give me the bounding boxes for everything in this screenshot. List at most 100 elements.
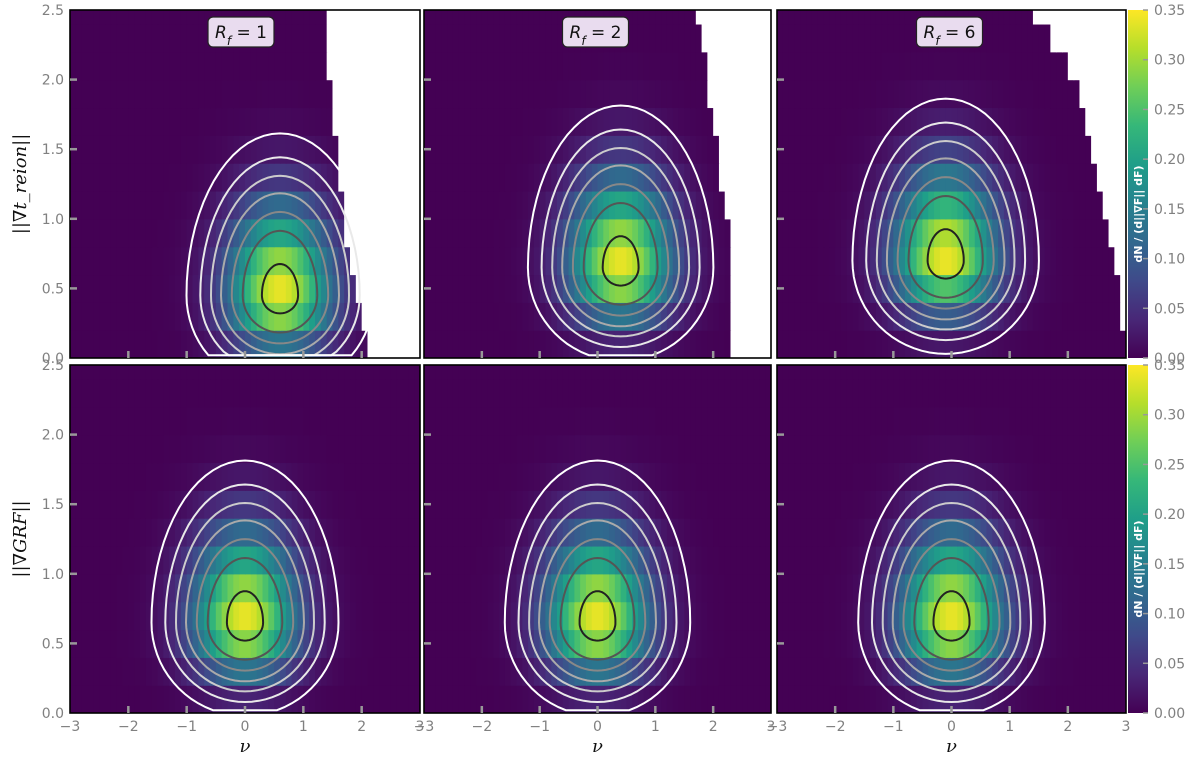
heatmap-cell <box>632 107 639 136</box>
heatmap-cell <box>424 246 431 276</box>
heatmap-cell <box>134 135 141 164</box>
heatmap-cell <box>396 274 404 303</box>
heatmap-cell <box>957 365 964 380</box>
heatmap-cell <box>175 51 182 81</box>
heatmap-cell <box>122 330 129 358</box>
heatmap-cell <box>169 657 176 686</box>
colorbar-tick-label: 0.35 <box>1154 3 1185 19</box>
heatmap-cell <box>256 51 264 81</box>
heatmap-cell <box>361 685 369 713</box>
heatmap-cell <box>817 545 825 575</box>
heatmap-cell <box>522 51 529 81</box>
heatmap-cell <box>320 434 328 464</box>
heatmap-cell <box>643 490 651 519</box>
heatmap-cell <box>499 629 506 658</box>
heatmap-cell <box>528 10 535 25</box>
heatmap-cell <box>916 246 924 276</box>
heatmap-cell <box>291 657 299 686</box>
heatmap-cell <box>338 490 345 519</box>
annotation-box <box>915 16 984 48</box>
heatmap-cell <box>1085 163 1092 192</box>
heatmap-cell <box>151 406 159 436</box>
heatmap-cell <box>528 378 535 408</box>
heatmap-cell <box>1073 79 1081 109</box>
heatmap-cell <box>551 330 558 358</box>
x-tick-label: 1 <box>1005 719 1014 735</box>
heatmap-cell <box>373 274 380 303</box>
heatmap-cell <box>585 378 593 408</box>
heatmap-cell <box>597 378 604 408</box>
heatmap-cell <box>753 406 761 436</box>
heatmap-cell <box>338 378 345 408</box>
heatmap-cell <box>742 378 749 408</box>
heatmap-cell <box>250 274 258 303</box>
heatmap-cell <box>643 135 651 164</box>
heatmap-cell <box>998 10 1005 25</box>
heatmap-cell <box>464 545 471 575</box>
heatmap-cell <box>110 518 118 547</box>
heatmap-cell <box>81 657 89 686</box>
contour-line <box>164 483 326 704</box>
heatmap-cell <box>390 302 398 331</box>
heatmap-cell <box>464 10 471 25</box>
heatmap-cell <box>221 545 229 575</box>
heatmap-cell <box>597 163 604 192</box>
heatmap-cell <box>516 685 523 713</box>
heatmap-cell <box>361 545 369 575</box>
heatmap-cell <box>424 302 431 331</box>
heatmap-cell <box>487 573 494 603</box>
heatmap-cell <box>580 545 587 575</box>
heatmap-cell <box>637 545 645 575</box>
heatmap-cell <box>718 274 726 303</box>
heatmap-cell <box>951 274 958 303</box>
heatmap-cell <box>1120 406 1126 436</box>
heatmap-cell <box>928 330 935 358</box>
heatmap-cell <box>823 79 830 109</box>
heatmap-cell <box>87 302 94 331</box>
contour-line <box>875 139 1016 331</box>
heatmap-cell <box>800 378 807 408</box>
heatmap-cell <box>591 378 599 408</box>
heatmap-cell <box>390 10 398 25</box>
heatmap-cell <box>151 601 159 631</box>
heatmap-cell <box>215 79 223 109</box>
heatmap-cell <box>145 629 153 658</box>
heatmap-cell <box>175 518 182 547</box>
heatmap-cell <box>974 163 982 192</box>
heatmap-cell <box>355 518 363 547</box>
heatmap-cell <box>499 274 506 303</box>
heatmap-cell <box>858 657 865 686</box>
heatmap-cell <box>204 462 211 491</box>
heatmap-cell <box>227 79 234 109</box>
heatmap-cell <box>580 163 587 192</box>
heatmap-cell <box>1079 490 1086 519</box>
heatmap-cell <box>742 365 749 380</box>
heatmap-cell <box>522 365 529 380</box>
heatmap-cell <box>510 107 518 136</box>
heatmap-cell <box>274 601 281 631</box>
heatmap-cell <box>180 135 188 164</box>
heatmap-cell <box>870 573 877 603</box>
heatmap-cell <box>1027 218 1034 248</box>
heatmap-cell <box>504 190 512 220</box>
heatmap-cell <box>655 629 662 658</box>
heatmap-cell <box>1079 434 1086 464</box>
heatmap-cell <box>169 23 176 53</box>
heatmap-cell <box>344 378 351 408</box>
heatmap-cell <box>747 657 755 686</box>
heatmap-cell <box>846 330 854 358</box>
heatmap-cell <box>632 685 639 713</box>
heatmap-cell <box>1003 330 1011 358</box>
heatmap-cell <box>747 10 755 25</box>
heatmap-cell <box>373 545 380 575</box>
heatmap-cell <box>986 190 993 220</box>
heatmap-cell <box>637 601 645 631</box>
heatmap-cell <box>315 163 322 192</box>
heatmap-cell <box>928 573 935 603</box>
heatmap-cell <box>163 378 170 408</box>
heatmap-cell <box>835 601 842 631</box>
heatmap-cell <box>87 657 94 686</box>
heatmap-cell <box>81 10 89 25</box>
heatmap-cell <box>522 573 529 603</box>
heatmap-cell <box>504 601 512 631</box>
